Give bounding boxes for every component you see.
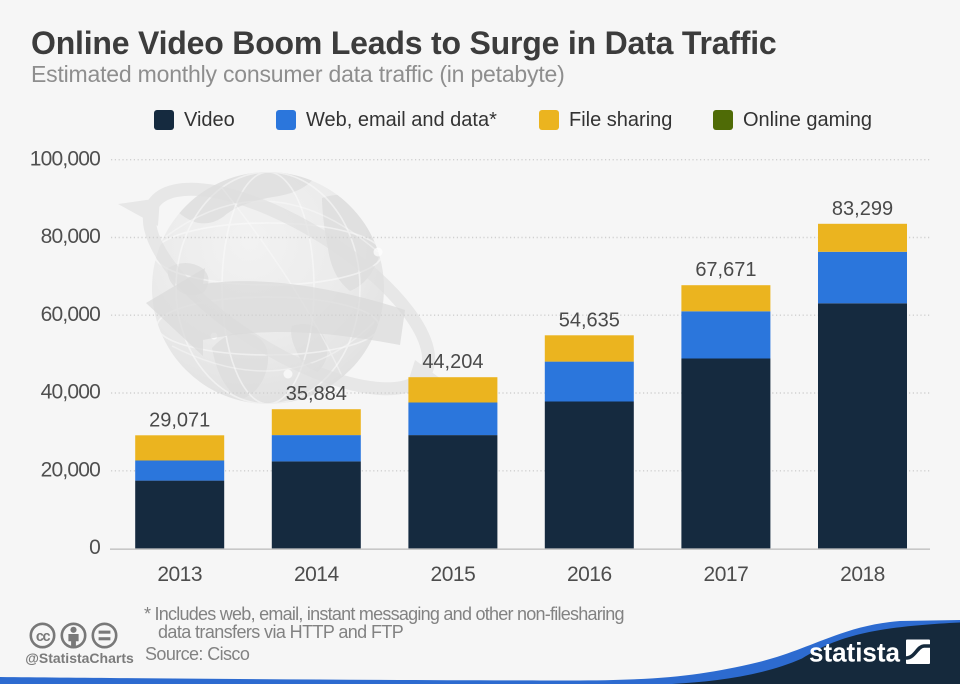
svg-text:2018: 2018 xyxy=(840,563,885,586)
svg-text:80,000: 80,000 xyxy=(41,225,101,248)
svg-text:35,884: 35,884 xyxy=(286,383,347,405)
svg-text:100,000: 100,000 xyxy=(30,147,100,170)
svg-text:44,204: 44,204 xyxy=(422,351,483,373)
svg-text:2016: 2016 xyxy=(567,563,612,586)
svg-text:54,635: 54,635 xyxy=(559,309,620,331)
svg-text:statista: statista xyxy=(809,638,900,668)
svg-text:83,299: 83,299 xyxy=(832,198,893,220)
svg-text:20,000: 20,000 xyxy=(41,458,101,481)
svg-text:2014: 2014 xyxy=(294,563,340,586)
svg-text:2017: 2017 xyxy=(704,563,749,586)
svg-text:cc: cc xyxy=(36,629,51,645)
svg-text:0: 0 xyxy=(89,536,100,559)
svg-text:40,000: 40,000 xyxy=(41,381,101,404)
svg-text:29,071: 29,071 xyxy=(149,409,210,431)
svg-text:67,671: 67,671 xyxy=(695,259,756,281)
svg-text:2013: 2013 xyxy=(157,563,202,586)
svg-text:2015: 2015 xyxy=(431,563,476,586)
svg-text:60,000: 60,000 xyxy=(41,303,101,326)
